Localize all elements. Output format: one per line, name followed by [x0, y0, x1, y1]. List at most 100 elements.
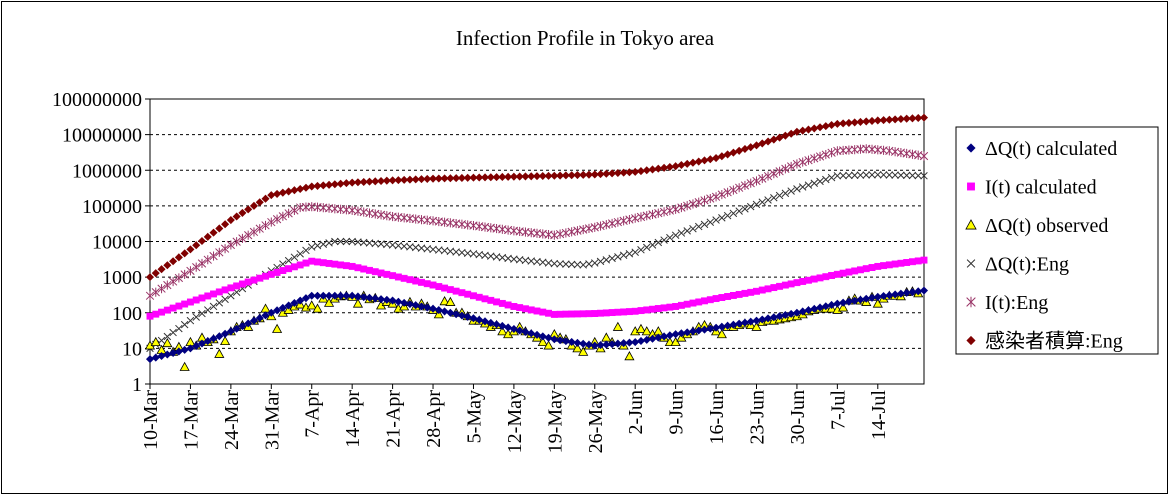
data-point: [445, 296, 456, 306]
legend-marker: [967, 182, 975, 191]
data-point: [799, 278, 807, 285]
x-tick-label: 7-Apr: [302, 390, 324, 438]
data-point: [388, 296, 397, 305]
data-point: [839, 269, 847, 277]
data-point: [157, 284, 166, 294]
data-point: [209, 251, 218, 261]
data-point: [198, 309, 206, 318]
data-point: [504, 172, 513, 181]
data-point: [383, 270, 391, 278]
data-point: [174, 253, 183, 262]
data-point: [584, 170, 594, 179]
data-point: [151, 287, 160, 297]
data-point: [210, 290, 217, 298]
data-point: [839, 119, 848, 128]
data-point: [815, 151, 825, 162]
data-point: [359, 177, 368, 186]
data-point: [180, 345, 189, 354]
y-tick-label: 1: [132, 374, 142, 396]
data-point: [671, 162, 680, 171]
data-point: [244, 230, 253, 240]
data-point: [227, 291, 235, 300]
data-point: [457, 311, 466, 320]
data-point: [383, 240, 391, 249]
data-point: [573, 310, 581, 318]
data-point: [914, 257, 922, 265]
data-point: [908, 114, 917, 123]
data-point: [145, 273, 155, 282]
data-point: [718, 294, 726, 301]
data-point: [620, 308, 628, 316]
data-point: [764, 196, 772, 204]
data-point: [578, 346, 589, 356]
data-point: [683, 300, 691, 308]
data-point: [689, 299, 697, 307]
data-point: [365, 177, 374, 186]
data-point: [417, 302, 426, 311]
data-point: [261, 194, 270, 203]
data-point: [406, 276, 414, 284]
data-point: [348, 178, 357, 187]
data-point: [441, 284, 449, 292]
data-point: [366, 266, 373, 274]
data-point: [348, 262, 356, 270]
data-point: [612, 321, 623, 331]
data-point: [434, 306, 443, 315]
data-point: [753, 287, 760, 295]
data-point: [677, 229, 686, 237]
data-point: [481, 295, 489, 303]
data-point: [179, 361, 190, 371]
data-point: [706, 155, 715, 164]
data-point: [787, 129, 796, 138]
data-point: [625, 250, 634, 258]
data-point: [175, 302, 183, 310]
data-point: [544, 171, 553, 180]
data-point: [290, 205, 299, 215]
data-point: [262, 272, 269, 280]
data-point: [613, 217, 623, 227]
y-tick-label: 10000000: [62, 125, 142, 147]
data-point: [636, 336, 645, 345]
data-point: [556, 171, 565, 180]
data-point: [145, 291, 155, 301]
data-point: [325, 239, 333, 247]
data-point: [313, 291, 322, 300]
data-point: [567, 260, 576, 269]
data-point: [330, 291, 339, 300]
data-point: [775, 166, 784, 176]
data-point: [469, 173, 478, 182]
data-point: [643, 306, 651, 314]
data-point: [816, 177, 824, 186]
data-point: [302, 246, 310, 255]
data-point: [716, 328, 727, 339]
data-point: [724, 293, 732, 300]
data-point: [631, 248, 639, 256]
data-point: [220, 244, 230, 254]
data-point: [781, 164, 790, 174]
data-point: [827, 173, 836, 182]
data-point: [573, 226, 582, 236]
data-point: [579, 339, 588, 348]
data-point: [169, 257, 178, 266]
data-point: [498, 299, 506, 307]
data-point: [579, 225, 588, 235]
data-point: [648, 165, 657, 174]
data-point: [215, 247, 224, 257]
data-point: [544, 333, 553, 342]
data-point: [221, 286, 229, 294]
data-point: [833, 172, 842, 180]
data-point: [827, 148, 836, 158]
y-axis-ticks: 1 10 100 1000 10000 100000 1000000 10000000 1000…: [52, 89, 150, 396]
legend-label: I(t):Eng: [985, 292, 1048, 314]
data-point: [596, 170, 605, 179]
data-point: [180, 269, 189, 279]
data-point: [464, 290, 472, 298]
data-point: [221, 329, 230, 338]
data-point: [821, 150, 830, 160]
legend-marker: [965, 219, 977, 230]
data-point: [249, 316, 258, 325]
data-point: [920, 172, 928, 180]
data-point: [648, 241, 657, 249]
data-point: [781, 131, 790, 140]
chart-title: Infection Profile in Tokyo area: [456, 26, 715, 50]
